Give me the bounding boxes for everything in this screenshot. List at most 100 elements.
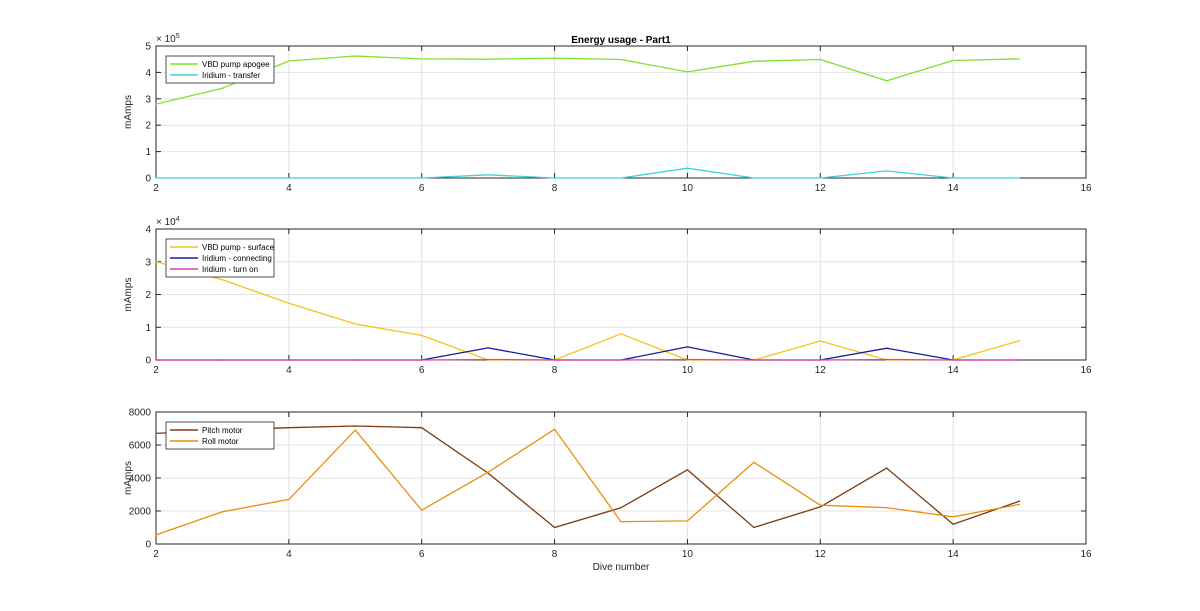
y-tick-label: 0 xyxy=(145,174,151,185)
data-point xyxy=(553,177,556,179)
data-point xyxy=(421,334,423,337)
data-point xyxy=(155,534,157,536)
x-tick-label: 14 xyxy=(948,365,960,376)
x-tick-label: 8 xyxy=(552,365,558,376)
legend-label: Pitch motor xyxy=(202,426,243,435)
data-point xyxy=(686,346,689,348)
y-tick-label: 5 xyxy=(145,42,151,53)
data-point xyxy=(819,177,821,179)
data-point xyxy=(221,279,224,281)
chart-title: Energy usage - Part1 xyxy=(571,35,671,46)
y-tick-label: 6000 xyxy=(129,441,152,452)
x-tick-label: 2 xyxy=(153,183,159,194)
data-point xyxy=(354,323,356,325)
y-tick-label: 3 xyxy=(145,257,151,268)
data-point xyxy=(155,432,157,435)
y-tick-label: 3 xyxy=(145,94,151,105)
y-tick-label: 0 xyxy=(145,356,151,367)
x-tick-label: 4 xyxy=(286,183,292,194)
data-point xyxy=(155,177,157,179)
y-tick-label: 2 xyxy=(145,121,151,132)
data-point xyxy=(155,103,157,105)
data-point xyxy=(288,427,290,429)
data-point xyxy=(952,516,954,518)
legend-label: VBD pump - surface xyxy=(202,243,275,252)
data-point xyxy=(354,425,356,427)
legend-box xyxy=(165,55,275,84)
data-point xyxy=(487,58,489,60)
data-point xyxy=(553,57,556,59)
series-line-1 xyxy=(155,425,1020,529)
legend-label: VBD pump apogee xyxy=(202,60,270,69)
x-tick-label: 4 xyxy=(286,365,292,376)
data-point xyxy=(1018,340,1021,342)
x-tick-label: 16 xyxy=(1080,549,1092,560)
x-tick-label: 16 xyxy=(1080,365,1092,376)
data-point xyxy=(686,71,689,73)
y-tick-label: 1 xyxy=(145,147,151,158)
data-point xyxy=(288,498,290,501)
data-point xyxy=(1018,359,1021,361)
data-point xyxy=(421,427,423,429)
data-point xyxy=(487,358,489,361)
plot-area xyxy=(156,46,1086,178)
data-point xyxy=(952,177,954,179)
x-tick-label: 10 xyxy=(682,183,694,194)
data-point xyxy=(288,359,290,361)
y-tick-label: 8000 xyxy=(129,408,152,419)
y-axis-label: mAmps xyxy=(123,278,134,312)
data-point xyxy=(421,359,423,361)
data-point xyxy=(819,504,821,506)
series-line-3 xyxy=(156,358,1020,361)
data-point xyxy=(155,261,157,263)
y-axis-label: mAmps xyxy=(123,461,134,495)
y-tick-label: 1 xyxy=(145,323,151,334)
data-point xyxy=(288,177,290,179)
data-point xyxy=(753,461,755,463)
y-tick-label: 0 xyxy=(145,540,151,551)
data-point xyxy=(1018,500,1021,502)
data-point xyxy=(221,177,224,179)
data-point xyxy=(620,521,622,523)
legend-box xyxy=(165,421,275,450)
data-point xyxy=(354,359,356,361)
data-point xyxy=(487,174,489,176)
data-point xyxy=(487,347,489,349)
x-tick-label: 2 xyxy=(153,365,159,376)
data-point xyxy=(620,507,622,509)
data-point xyxy=(886,170,888,172)
series-line-1 xyxy=(155,55,1020,105)
data-point xyxy=(354,177,356,179)
y-tick-label: 4 xyxy=(145,68,151,79)
data-point xyxy=(221,359,224,361)
data-point xyxy=(753,177,755,179)
data-point xyxy=(421,509,423,511)
data-point xyxy=(553,359,556,361)
data-point xyxy=(886,467,888,469)
data-point xyxy=(1018,177,1021,179)
data-point xyxy=(1018,503,1021,505)
x-tick-label: 16 xyxy=(1080,183,1092,194)
legend: VBD pump apogee Iridium - transfer xyxy=(165,55,275,84)
data-point xyxy=(886,80,888,82)
y-exponent-label: × 104 xyxy=(156,216,180,228)
data-point xyxy=(620,58,622,61)
data-point xyxy=(819,58,821,61)
data-point xyxy=(686,167,689,169)
data-point xyxy=(620,333,622,335)
legend: VBD pump - surface Iridium - connecting Ir… xyxy=(165,238,275,278)
legend-label: Iridium - turn on xyxy=(202,265,258,274)
x-tick-label: 4 xyxy=(286,549,292,560)
series-line-2 xyxy=(155,428,1020,536)
data-point xyxy=(686,469,689,471)
y-tick-label: 4000 xyxy=(129,474,152,485)
data-point xyxy=(886,507,888,509)
x-tick-label: 10 xyxy=(682,365,694,376)
x-tick-label: 14 xyxy=(948,549,960,560)
x-tick-label: 10 xyxy=(682,549,694,560)
legend-label: Iridium - transfer xyxy=(202,71,261,80)
data-point xyxy=(155,359,157,361)
data-point xyxy=(354,429,356,431)
